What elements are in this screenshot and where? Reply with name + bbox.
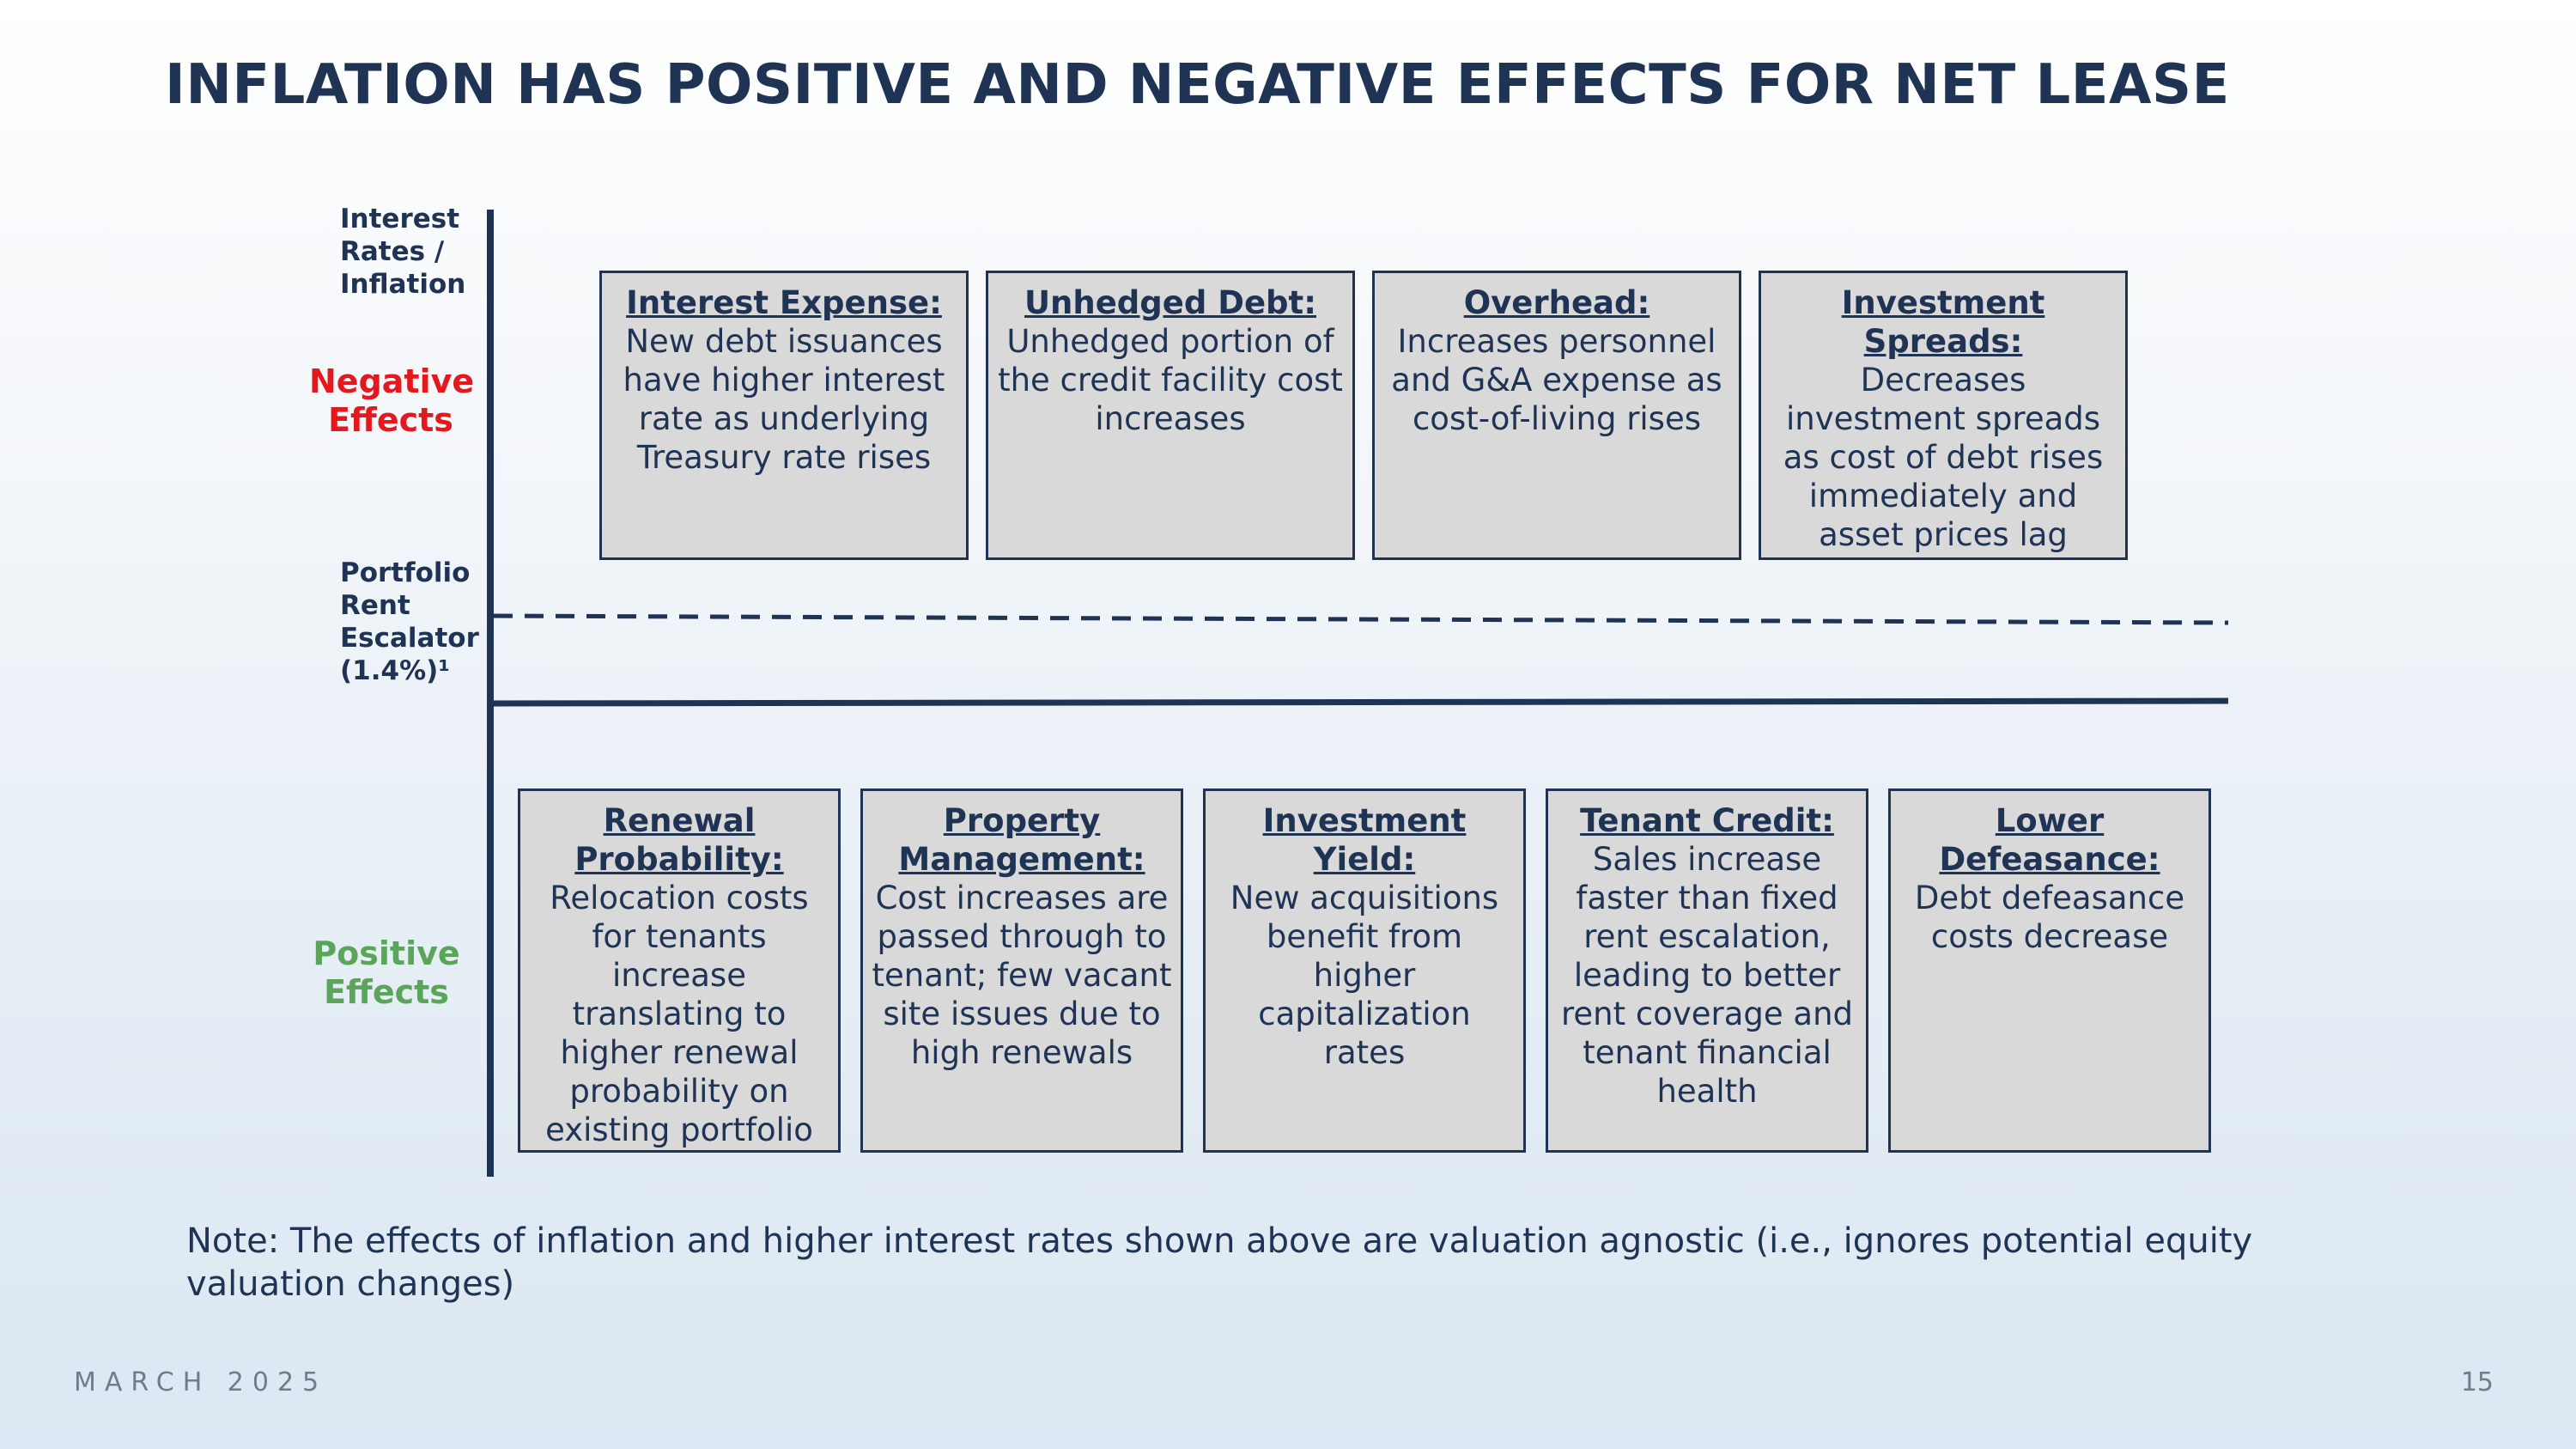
effect-body: Unhedged portion of the credit facility … xyxy=(998,323,1343,437)
effect-heading: Investment Spreads: xyxy=(1841,284,2045,360)
rent-escalator-label-line: Rent xyxy=(340,590,410,621)
effect-heading: Overhead: xyxy=(1463,284,1650,321)
vertical-axis xyxy=(487,210,494,1177)
positive-effects-label-line: Positive xyxy=(313,935,460,972)
effect-heading: Unhedged Debt: xyxy=(1024,284,1317,321)
rent-escalator-label-line: (1.4%)¹ xyxy=(340,655,450,686)
effect-body: Relocation costs for tenants increase tr… xyxy=(545,880,813,1148)
rent-escalator-label-line: Portfolio xyxy=(340,557,471,588)
axis-top-label: Interest Rates / Inflation xyxy=(340,203,465,301)
effect-heading: Investment Yield: xyxy=(1262,802,1467,878)
baseline-solid-line xyxy=(489,697,2229,707)
negative-effect-box-unhedged-debt: Unhedged Debt: Unhedged portion of the c… xyxy=(986,271,1355,560)
rent-escalator-label-line: Escalator xyxy=(340,623,479,654)
effect-body: New acquisitions benefit from higher cap… xyxy=(1230,880,1499,1071)
negative-effect-box-investment-spreads: Investment Spreads: Decreases investment… xyxy=(1759,271,2128,560)
axis-top-label-line: Inflation xyxy=(340,269,466,300)
effect-heading: Renewal Probability: xyxy=(574,802,784,878)
positive-effect-box-renewal-probability: Renewal Probability: Relocation costs fo… xyxy=(518,788,841,1153)
negative-effects-label-line: Effects xyxy=(328,401,453,439)
rent-escalator-label: Portfolio Rent Escalator (1.4%)¹ xyxy=(340,557,479,687)
negative-effect-box-interest-expense: Interest Expense: New debt issuances hav… xyxy=(599,271,969,560)
positive-effects-label-line: Effects xyxy=(324,973,449,1011)
positive-effect-box-lower-defeasance: Lower Defeasance: Debt defeasance costs … xyxy=(1888,788,2211,1153)
positive-effect-box-investment-yield: Investment Yield: New acquisitions benef… xyxy=(1203,788,1526,1153)
footnote: Note: The effects of inflation and highe… xyxy=(186,1221,2253,1304)
positive-effect-box-property-management: Property Management: Cost increases are … xyxy=(860,788,1183,1153)
negative-effect-box-overhead: Overhead: Increases personnel and G&A ex… xyxy=(1372,271,1741,560)
effect-body: Debt defeasance costs decrease xyxy=(1914,880,2185,955)
effect-body: New debt issuances have higher interest … xyxy=(623,323,945,476)
axis-top-label-line: Rates / xyxy=(340,236,445,267)
positive-effect-box-tenant-credit: Tenant Credit: Sales increase faster tha… xyxy=(1546,788,1868,1153)
axis-top-label-line: Interest xyxy=(340,204,460,234)
effect-heading: Tenant Credit: xyxy=(1580,802,1834,839)
effect-heading: Lower Defeasance: xyxy=(1939,802,2160,878)
negative-effects-label: Negative Effects xyxy=(309,362,475,440)
effect-heading: Interest Expense: xyxy=(626,284,942,321)
effect-body: Increases personnel and G&A expense as c… xyxy=(1391,323,1722,437)
negative-effects-label-line: Negative xyxy=(309,362,475,400)
effect-body: Cost increases are passed through to ten… xyxy=(872,880,1172,1071)
page-title: INFLATION HAS POSITIVE AND NEGATIVE EFFE… xyxy=(165,53,2230,117)
effect-body: Sales increase faster than fixed rent es… xyxy=(1560,841,1854,1110)
page-number: 15 xyxy=(2460,1367,2494,1397)
footer-date: MARCH 2025 xyxy=(74,1367,328,1397)
positive-effects-label: Positive Effects xyxy=(305,935,468,1012)
effect-heading: Property Management: xyxy=(898,802,1145,878)
effect-body: Decreases investment spreads as cost of … xyxy=(1783,362,2104,553)
rent-escalator-dashed-line xyxy=(493,613,2229,625)
